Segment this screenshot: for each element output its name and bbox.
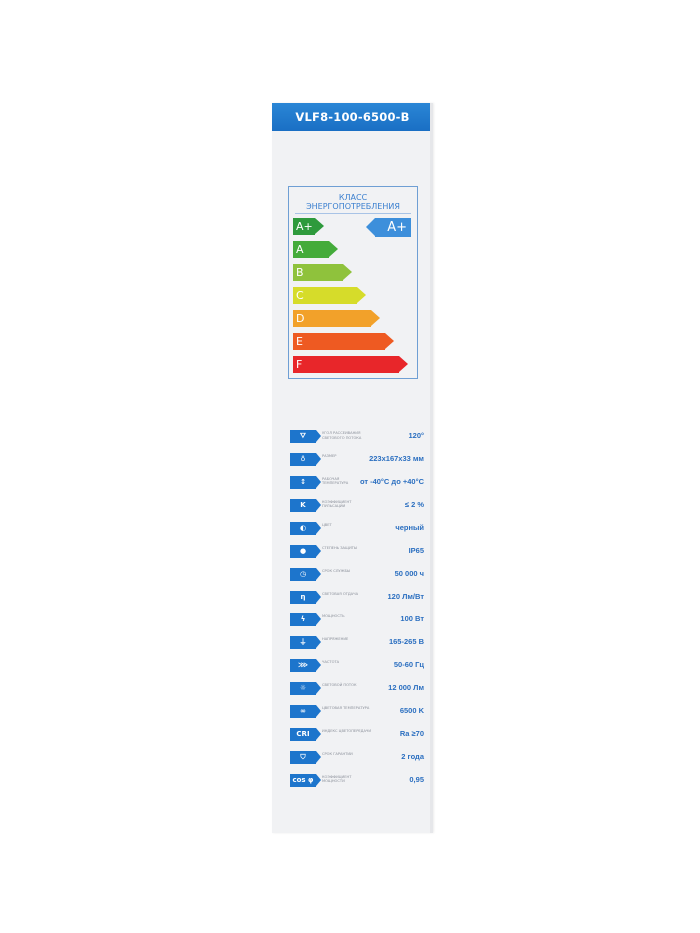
model-header: VLF8-100-6500-B: [272, 103, 433, 131]
energy-class-bar: F: [293, 356, 408, 373]
spec-value: от -40°C до +40°C: [359, 476, 424, 486]
spec-label: Степень защиты: [322, 545, 358, 550]
spec-value: Ra ≥70: [399, 729, 424, 739]
product-box: VLF8-100-6500-B КЛАСС ЭНЕРГОПОТРЕБЛЕНИЯ …: [272, 103, 433, 833]
color-toggle-icon: ◐: [290, 521, 321, 535]
pulsation-icon: K: [290, 498, 321, 512]
spec-value: 120 Лм/Вт: [387, 591, 424, 601]
thermometer-icon: ↕: [290, 475, 321, 489]
lightning-icon: ϟ: [290, 613, 321, 627]
spec-row: η Световая отдача 120 Лм/Вт: [288, 590, 424, 605]
spec-value: 120°: [408, 431, 424, 440]
clock-icon: ◷: [290, 567, 321, 581]
energy-class-bar: D: [293, 310, 380, 327]
spec-label: Угол рассеивания светового потока: [322, 431, 362, 440]
spec-value: 50 000 ч: [394, 568, 424, 578]
energy-title-line1: КЛАСС: [338, 193, 368, 202]
spec-value: 2 года: [401, 752, 424, 762]
spec-label: Индекс цветопередачи: [322, 729, 372, 734]
shield-icon: ⛉: [290, 751, 321, 765]
spec-row: ♁ Размер 223x167x33 мм: [288, 452, 424, 467]
spec-value: 100 Вт: [400, 614, 424, 624]
divider: [295, 213, 411, 214]
spec-value: 6500 K: [399, 706, 424, 716]
spec-row: CRI Индекс цветопередачи Ra ≥70: [288, 728, 424, 742]
energy-class-bar: B: [293, 264, 352, 281]
spec-row: ∞ Цветовая температура 6500 K: [288, 705, 424, 719]
plug-icon: ⏚: [290, 636, 321, 650]
frequency-icon: ⋙: [290, 659, 321, 673]
energy-class-bar: C: [293, 287, 366, 304]
spec-label: Световая отдача: [322, 591, 359, 596]
efficiency-icon: η: [290, 590, 321, 604]
spec-row: ☼ Световой поток 12 000 Лм: [288, 682, 424, 696]
spec-label: Размер: [322, 453, 337, 458]
spec-row: ⋙ Частота 50-60 Гц: [288, 659, 424, 673]
spec-label: Мощность: [322, 614, 345, 619]
spec-row: cos φ Коэффициент мощности 0,95: [288, 773, 424, 788]
energy-label: КЛАСС ЭНЕРГОПОТРЕБЛЕНИЯ A+ A+ A B C D E F: [288, 186, 418, 379]
spec-value: 223x167x33 мм: [369, 453, 424, 463]
spec-label: Частота: [322, 660, 340, 665]
spec-label: Цвет: [322, 522, 332, 527]
spec-label: Цветовая температура: [322, 706, 370, 711]
energy-title: КЛАСС ЭНЕРГОПОТРЕБЛЕНИЯ: [289, 193, 417, 211]
spec-row: ◷ Срок службы 50 000 ч: [288, 567, 424, 582]
energy-class-bar: A+: [293, 218, 324, 235]
spec-value: 0,95: [409, 774, 424, 784]
energy-title-line2: ЭНЕРГОПОТРЕБЛЕНИЯ: [306, 202, 400, 211]
spec-label: Коэффициент мощности: [322, 774, 352, 784]
cos-phi-icon: cos φ: [290, 773, 321, 787]
lamp-beam-angle-icon: ⛛: [290, 430, 321, 443]
spec-row: ⛛ Угол рассеивания светового потока 120°: [288, 430, 424, 444]
sun-icon: ☼: [290, 682, 321, 696]
color-temperature-icon: ∞: [290, 705, 321, 719]
spec-row: ◐ Цвет черный: [288, 521, 424, 536]
bulb-size-icon: ♁: [290, 452, 321, 466]
spec-value: IP65: [408, 545, 424, 555]
spec-row: ● Степень защиты IP65: [288, 544, 424, 559]
spec-value: 50-60 Гц: [393, 660, 424, 670]
spec-value: 165-265 В: [388, 637, 424, 647]
spec-value: 12 000 Лм: [388, 683, 424, 693]
spec-label: Световой поток: [322, 683, 357, 688]
spec-label: Рабочая температура: [322, 476, 349, 486]
water-drop-icon: ●: [290, 544, 321, 558]
energy-class-bar: E: [293, 333, 394, 350]
spec-label: Срок службы: [322, 568, 351, 573]
spec-row: ↕ Рабочая температура от -40°C до +40°C: [288, 475, 424, 490]
spec-row: K Коэффициент пульсации ≤ 2 %: [288, 498, 424, 513]
spec-row: ϟ Мощность 100 Вт: [288, 613, 424, 627]
spec-label: Напряжение: [322, 637, 349, 642]
spec-row: ⛉ Срок гарантии 2 года: [288, 751, 424, 765]
spec-value: черный: [395, 522, 424, 532]
spec-value: ≤ 2 %: [404, 499, 424, 509]
spec-label: Срок гарантии: [322, 752, 353, 757]
energy-class-bar: A: [293, 241, 338, 258]
spec-label: Коэффициент пульсации: [322, 499, 352, 509]
spec-row: ⏚ Напряжение 165-265 В: [288, 636, 424, 650]
cri-icon: CRI: [290, 728, 321, 742]
current-class-arrow: A+: [366, 218, 411, 237]
